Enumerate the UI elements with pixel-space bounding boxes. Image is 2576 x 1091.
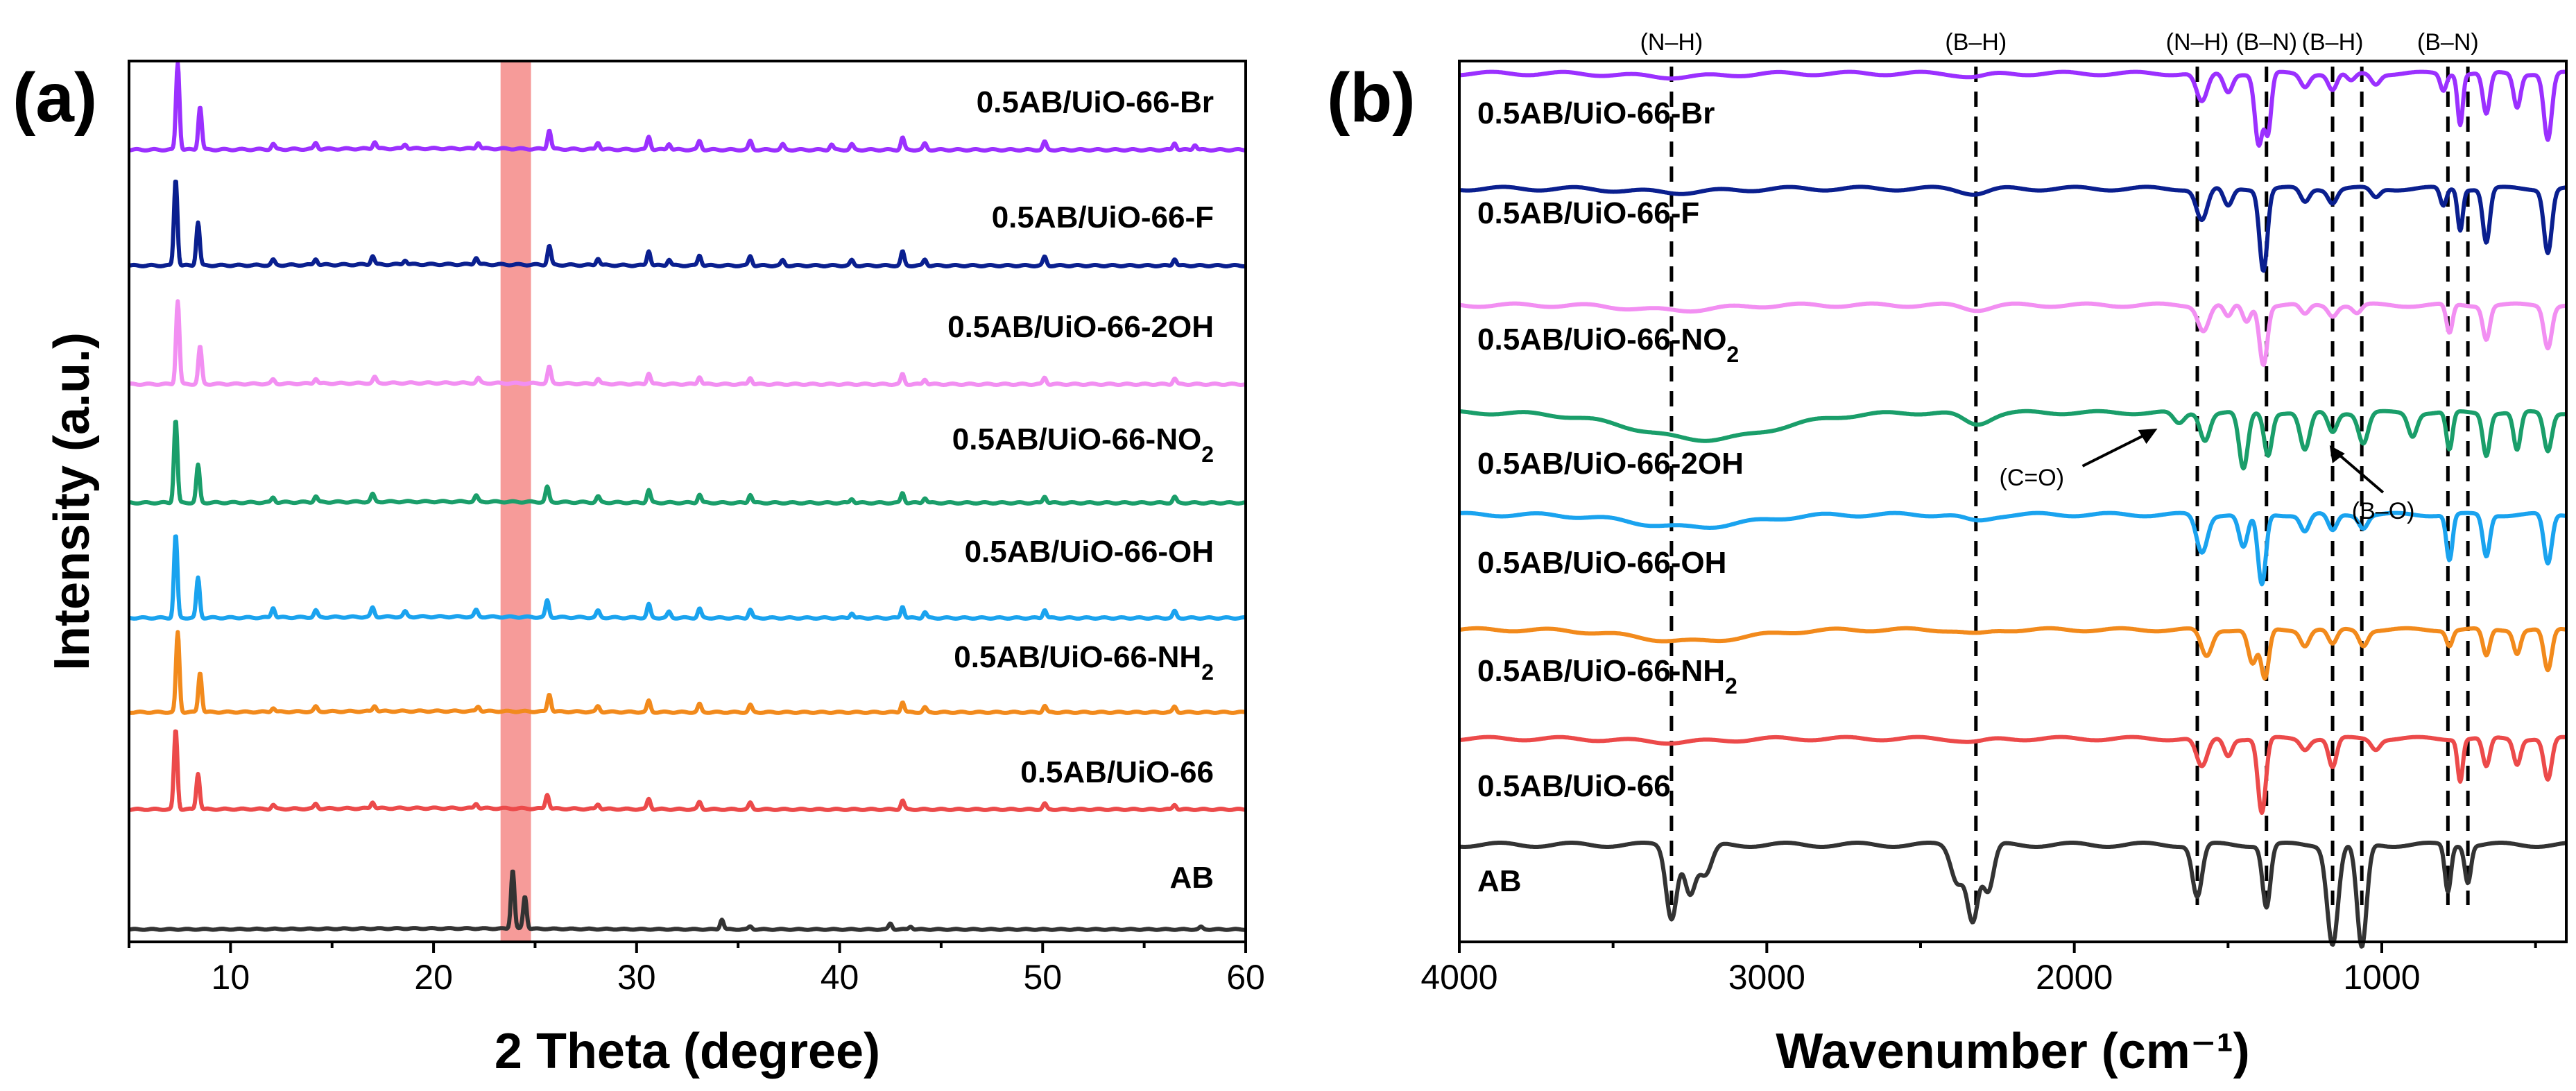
ftir-annotations: (C=O) (B–O) [2000, 429, 2415, 524]
xrd-series-label-4: 0.5AB/UiO-66-OH [965, 535, 1214, 569]
ftir-series-traces [1458, 69, 2568, 949]
series-label-subscript: 2 [1201, 442, 1214, 467]
ftir-series-label-7: AB [1477, 864, 1522, 898]
bond-label-4: (B–H) [2302, 29, 2364, 55]
ftir-trace-6 [1458, 735, 2568, 815]
b-x-tick-label: 3000 [1728, 958, 1805, 997]
ftir-trace-2 [1458, 301, 2568, 368]
series-label-text: 0.5AB/UiO-66-2OH [947, 310, 1214, 344]
series-label-text: 0.5AB/UiO-66-F [1477, 196, 1699, 230]
xrd-trace-3 [128, 420, 1247, 506]
xrd-series-label-2: 0.5AB/UiO-66-2OH [947, 310, 1214, 344]
xrd-trace-7 [128, 869, 1247, 932]
panel-a-plot-frame [128, 60, 1247, 943]
panel-b-plot-frame [1458, 60, 2568, 943]
series-label-text: 0.5AB/UiO-66 [1477, 769, 1671, 803]
series-label-text: 0.5AB/UiO-66-2OH [1477, 447, 1744, 481]
a-x-tick-label: 10 [212, 958, 250, 997]
series-label-text: 0.5AB/UiO-66-NO [1477, 323, 1726, 356]
series-label-text: 0.5AB/UiO-66-OH [965, 535, 1214, 569]
ftir-trace-7 [1458, 841, 2568, 949]
ftir-trace-0 [1458, 69, 2568, 148]
ftir-trace-4 [1458, 510, 2568, 587]
b-x-tick-label: 1000 [2343, 958, 2420, 997]
ftir-series-label-6: 0.5AB/UiO-66 [1477, 769, 1671, 803]
series-label-text: 0.5AB/UiO-66-F [992, 200, 1214, 234]
annotation-c-o-arrowhead [2138, 429, 2158, 444]
xrd-trace-1 [128, 179, 1247, 268]
series-label-text: 0.5AB/UiO-66-Br [1477, 96, 1715, 130]
ftir-series-label-4: 0.5AB/UiO-66-OH [1477, 546, 1726, 580]
panel-b-label: (b) [1327, 59, 1416, 137]
xrd-series-label-0: 0.5AB/UiO-66-Br [977, 85, 1214, 119]
bond-label-5: (B–N) [2417, 29, 2479, 55]
xrd-series-label-6: 0.5AB/UiO-66 [1020, 755, 1214, 789]
annotation-b-o-arrowhead [2329, 445, 2345, 463]
a-x-tick-label: 40 [821, 958, 859, 997]
panel-b-x-axis-title: Wavenumber (cm⁻¹) [1776, 1024, 2249, 1079]
series-label-text: 0.5AB/UiO-66-NO [952, 422, 1201, 456]
series-label-text: 0.5AB/UiO-66-NH [1477, 654, 1725, 688]
panel-b-ftir-chart: (b) (N–H) (B–H) (N–H) (B–N) (B–H) (B–N) 0.5AB… [1327, 29, 2568, 1079]
ftir-series-label-0: 0.5AB/UiO-66-Br [1477, 96, 1715, 130]
series-label-text: 0.5AB/UiO-66 [1020, 755, 1214, 789]
xrd-trace-0 [128, 61, 1247, 153]
xrd-series-label-1: 0.5AB/UiO-66-F [992, 200, 1214, 234]
panel-a-xrd-chart: (a) 0.5AB/UiO-66-Br0.5AB/UiO-66-F0.5AB/U… [12, 59, 1265, 1079]
ftir-trace-3 [1458, 409, 2568, 471]
series-label-subscript: 2 [1725, 673, 1737, 698]
ftir-series-label-5: 0.5AB/UiO-66-NH2 [1477, 654, 1737, 698]
xrd-series-label-7: AB [1169, 861, 1214, 895]
bond-marker-labels: (N–H) (B–H) (N–H) (B–N) (B–H) (B–N) [1640, 29, 2479, 55]
ftir-series-labels: 0.5AB/UiO-66-Br 0.5AB/UiO-66-F 0.5AB/UiO-6… [1477, 96, 1744, 898]
panel-a-label: (a) [12, 59, 97, 137]
ftir-series-label-3: 0.5AB/UiO-66-2OH [1477, 447, 1744, 481]
annotation-b-o-arrow [2333, 449, 2385, 494]
annotation-c-o-arrow [2081, 430, 2153, 467]
b-x-tick-label: 2000 [2036, 958, 2113, 997]
xrd-series-label-5: 0.5AB/UiO-66-NH2 [954, 640, 1214, 685]
ftir-trace-1 [1458, 184, 2568, 273]
annotation-c-o: (C=O) [2000, 465, 2065, 491]
a-x-tick-label: 60 [1226, 958, 1265, 997]
bond-label-1: (B–H) [1945, 29, 2007, 55]
panel-a-x-ticks: 10 20 30 40 50 60 [128, 942, 1265, 997]
xrd-series-labels: 0.5AB/UiO-66-Br 0.5AB/UiO-66-F 0.5AB/UiO-6… [947, 85, 1214, 895]
series-label-text: 0.5AB/UiO-66-OH [1477, 546, 1726, 580]
series-label-text: 0.5AB/UiO-66-Br [977, 85, 1214, 119]
series-label-subscript: 2 [1201, 660, 1214, 685]
series-label-text: AB [1169, 861, 1214, 895]
bond-label-0: (N–H) [1640, 29, 1703, 55]
bond-label-2: (N–H) [2166, 29, 2229, 55]
xrd-series-traces [128, 61, 1247, 932]
a-x-tick-label: 20 [414, 958, 453, 997]
panel-a-x-axis-title: 2 Theta (degree) [495, 1024, 880, 1079]
annotation-b-o: (B–O) [2352, 498, 2415, 524]
series-label-text: AB [1477, 864, 1522, 898]
panel-a-y-axis-title: Intensity (a.u.) [44, 332, 100, 671]
xrd-series-label-3: 0.5AB/UiO-66-NO2 [952, 422, 1214, 467]
xrd-trace-6 [128, 729, 1247, 812]
bond-label-3: (B–N) [2235, 29, 2297, 55]
series-label-subscript: 2 [1726, 342, 1739, 367]
xrd-trace-2 [128, 299, 1247, 387]
xrd-trace-4 [128, 534, 1247, 621]
a-x-tick-label: 30 [617, 958, 656, 997]
ftir-series-label-1: 0.5AB/UiO-66-F [1477, 196, 1699, 230]
bond-marker-dashed-lines [1669, 67, 2470, 905]
ftir-trace-5 [1458, 626, 2568, 681]
b-x-tick-label: 4000 [1420, 958, 1497, 997]
panel-b-x-ticks: 4000 3000 2000 1000 [1420, 942, 2537, 997]
xrd-trace-5 [128, 630, 1247, 715]
series-label-text: 0.5AB/UiO-66-NH [954, 640, 1201, 674]
ftir-series-label-2: 0.5AB/UiO-66-NO2 [1477, 323, 1739, 367]
a-x-tick-label: 50 [1023, 958, 1062, 997]
